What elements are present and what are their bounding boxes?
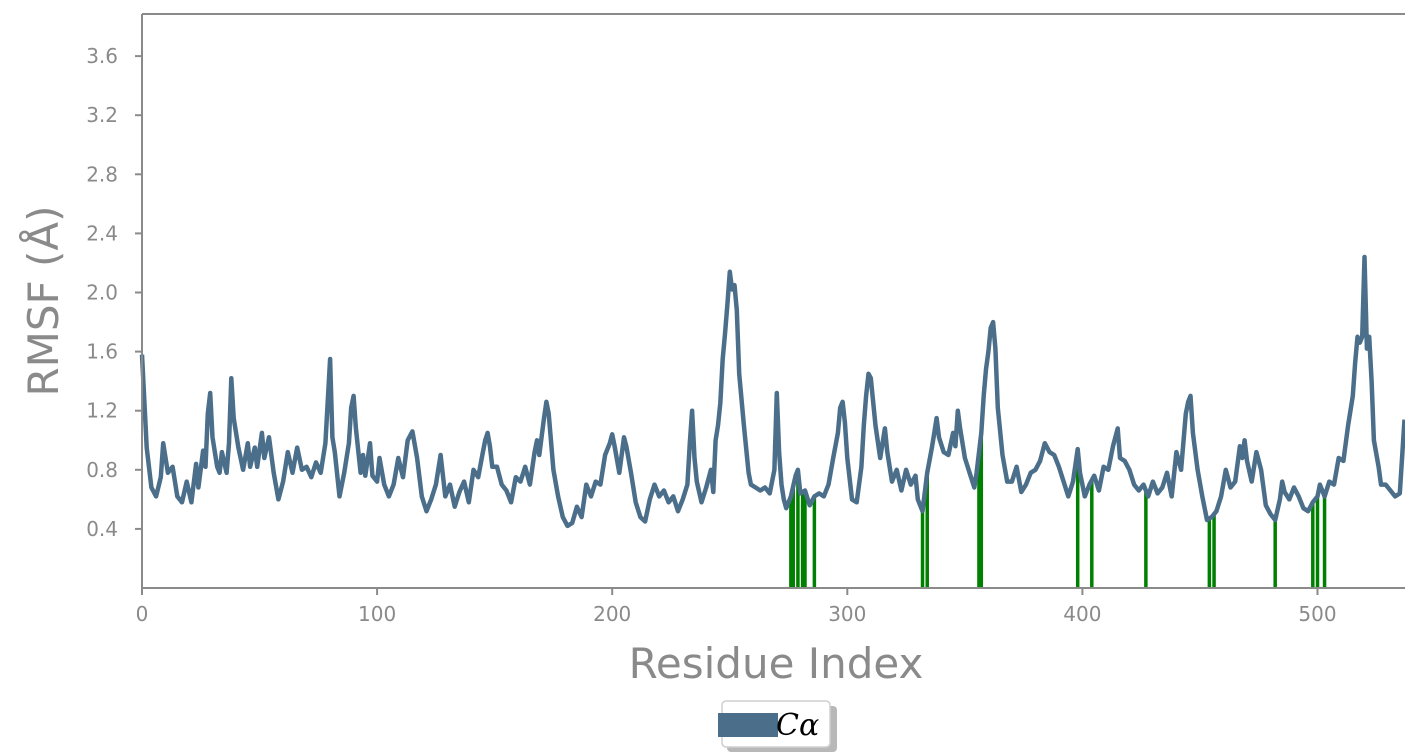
contact-bars (789, 432, 1327, 588)
y-tick-label: 2.8 (86, 162, 118, 186)
rmsf-line-series (139, 254, 1405, 529)
y-tick-label: 3.6 (86, 44, 118, 68)
x-tick-label: 100 (358, 602, 396, 626)
x-axis-title: Residue Index (629, 639, 924, 688)
x-tick-label: 300 (828, 602, 866, 626)
legend: Cα (718, 700, 837, 752)
y-tick-label: 1.2 (86, 399, 118, 423)
legend-swatch (718, 713, 778, 737)
y-axis-title: RMSF (Å) (18, 205, 68, 396)
y-tick-label: 2.0 (86, 281, 118, 305)
x-axis-ticks: 0 100 200 300 400 500 (136, 588, 1337, 626)
x-tick-label: 400 (1063, 602, 1101, 626)
y-tick-label: 1.6 (86, 340, 118, 364)
y-tick-label: 0.8 (86, 458, 118, 482)
y-tick-label: 2.4 (86, 221, 118, 245)
y-axis-ticks: 0.4 0.8 1.2 1.6 2.0 2.4 2.8 3.2 3.6 (86, 44, 142, 541)
y-tick-label: 0.4 (86, 517, 118, 541)
x-tick-label: 500 (1298, 602, 1336, 626)
x-tick-label: 200 (593, 602, 631, 626)
x-tick-label: 0 (136, 602, 149, 626)
y-tick-label: 3.2 (86, 103, 118, 127)
axes-frame (141, 13, 1405, 589)
legend-label: Cα (776, 708, 819, 743)
